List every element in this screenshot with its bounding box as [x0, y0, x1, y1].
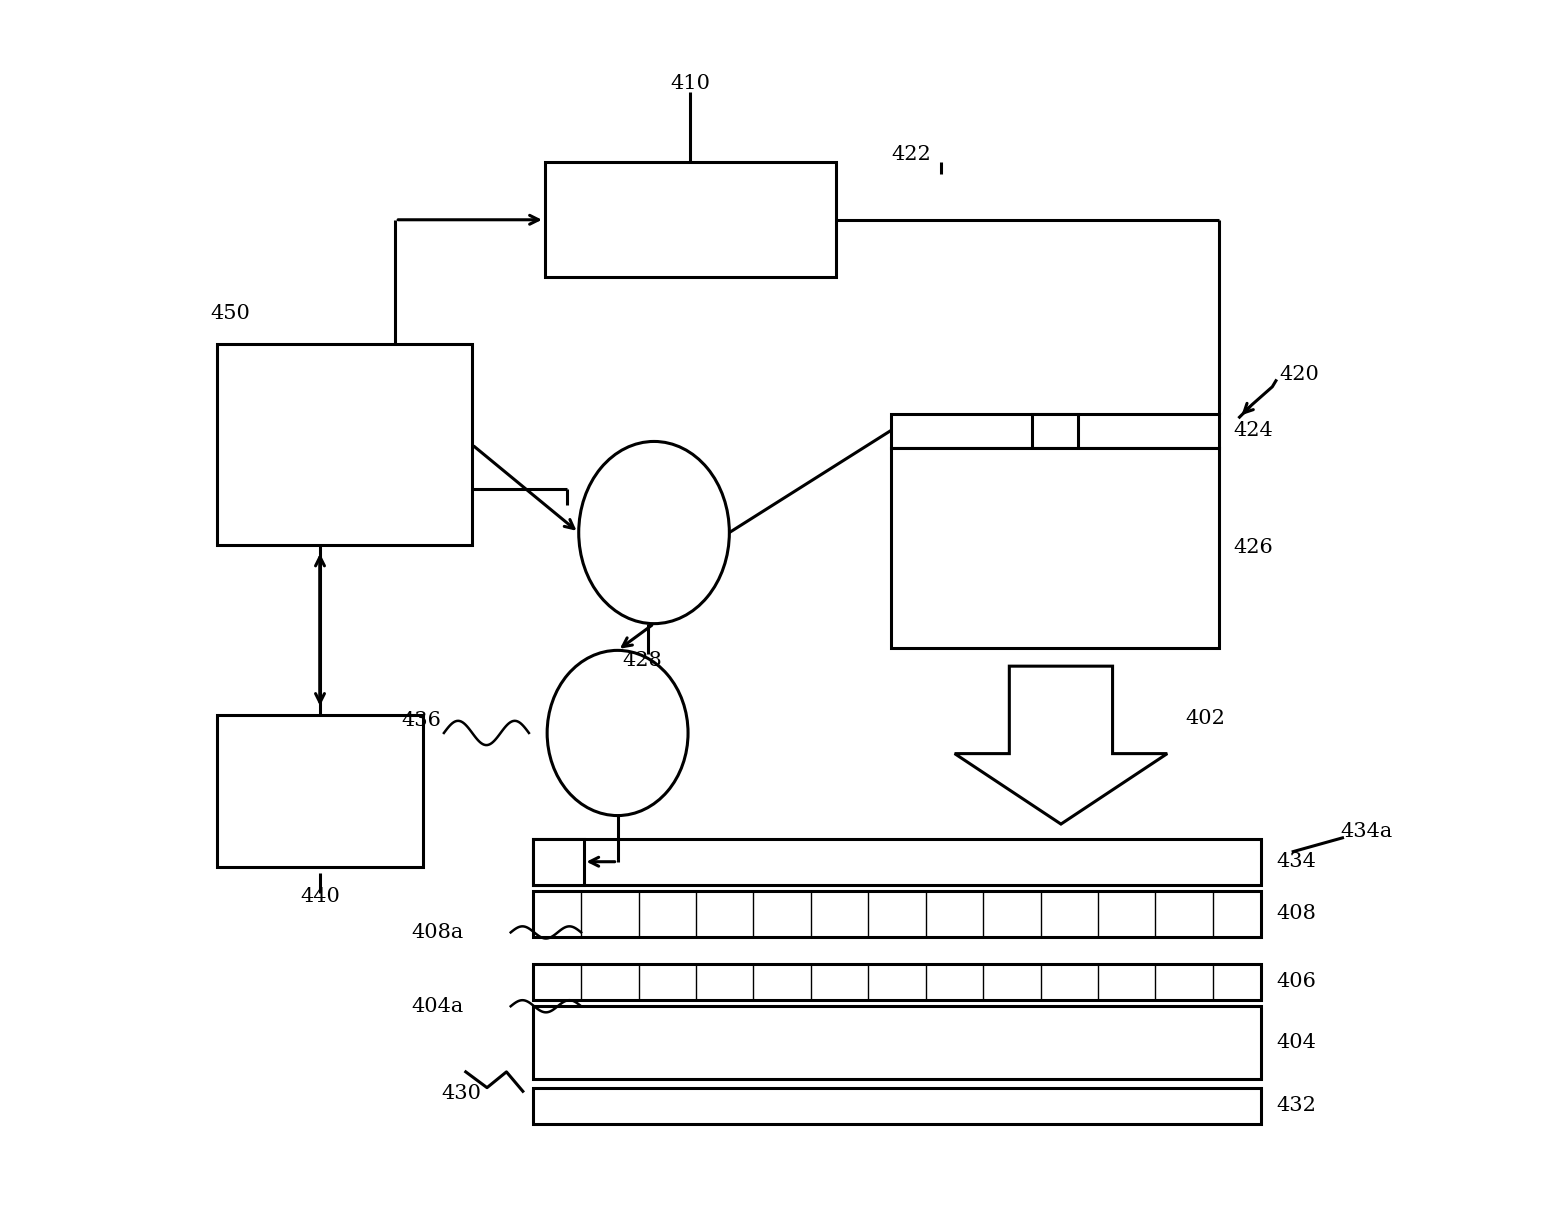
Text: 430: 430 [442, 1085, 481, 1103]
FancyBboxPatch shape [532, 1087, 1261, 1124]
Text: 422: 422 [890, 146, 931, 164]
FancyBboxPatch shape [217, 344, 472, 544]
FancyBboxPatch shape [1031, 413, 1078, 448]
FancyBboxPatch shape [890, 448, 1219, 648]
FancyBboxPatch shape [890, 413, 1219, 448]
Text: 410: 410 [670, 73, 710, 93]
Polygon shape [955, 667, 1168, 824]
FancyBboxPatch shape [532, 1007, 1261, 1079]
Text: 428: 428 [622, 651, 662, 669]
Text: 420: 420 [1280, 366, 1320, 384]
FancyBboxPatch shape [532, 964, 1261, 1000]
Text: 408: 408 [1276, 905, 1315, 923]
FancyBboxPatch shape [532, 890, 1261, 937]
Text: 426: 426 [1233, 538, 1273, 558]
FancyBboxPatch shape [544, 163, 836, 278]
Text: 402: 402 [1185, 709, 1225, 728]
Text: 440: 440 [299, 888, 340, 906]
Text: 424: 424 [1233, 421, 1273, 440]
Text: 404a: 404a [411, 997, 464, 1016]
Ellipse shape [579, 442, 729, 624]
Text: 436: 436 [402, 712, 440, 730]
Text: 432: 432 [1276, 1096, 1315, 1115]
Text: 450: 450 [211, 305, 251, 323]
Text: 434a: 434a [1340, 822, 1393, 841]
Text: 408a: 408a [411, 923, 464, 942]
Ellipse shape [548, 651, 689, 816]
FancyBboxPatch shape [532, 839, 583, 884]
Text: 404: 404 [1276, 1033, 1315, 1052]
Text: 406: 406 [1276, 972, 1315, 992]
FancyBboxPatch shape [532, 839, 1261, 884]
Text: 434: 434 [1276, 852, 1315, 871]
FancyBboxPatch shape [217, 714, 423, 867]
